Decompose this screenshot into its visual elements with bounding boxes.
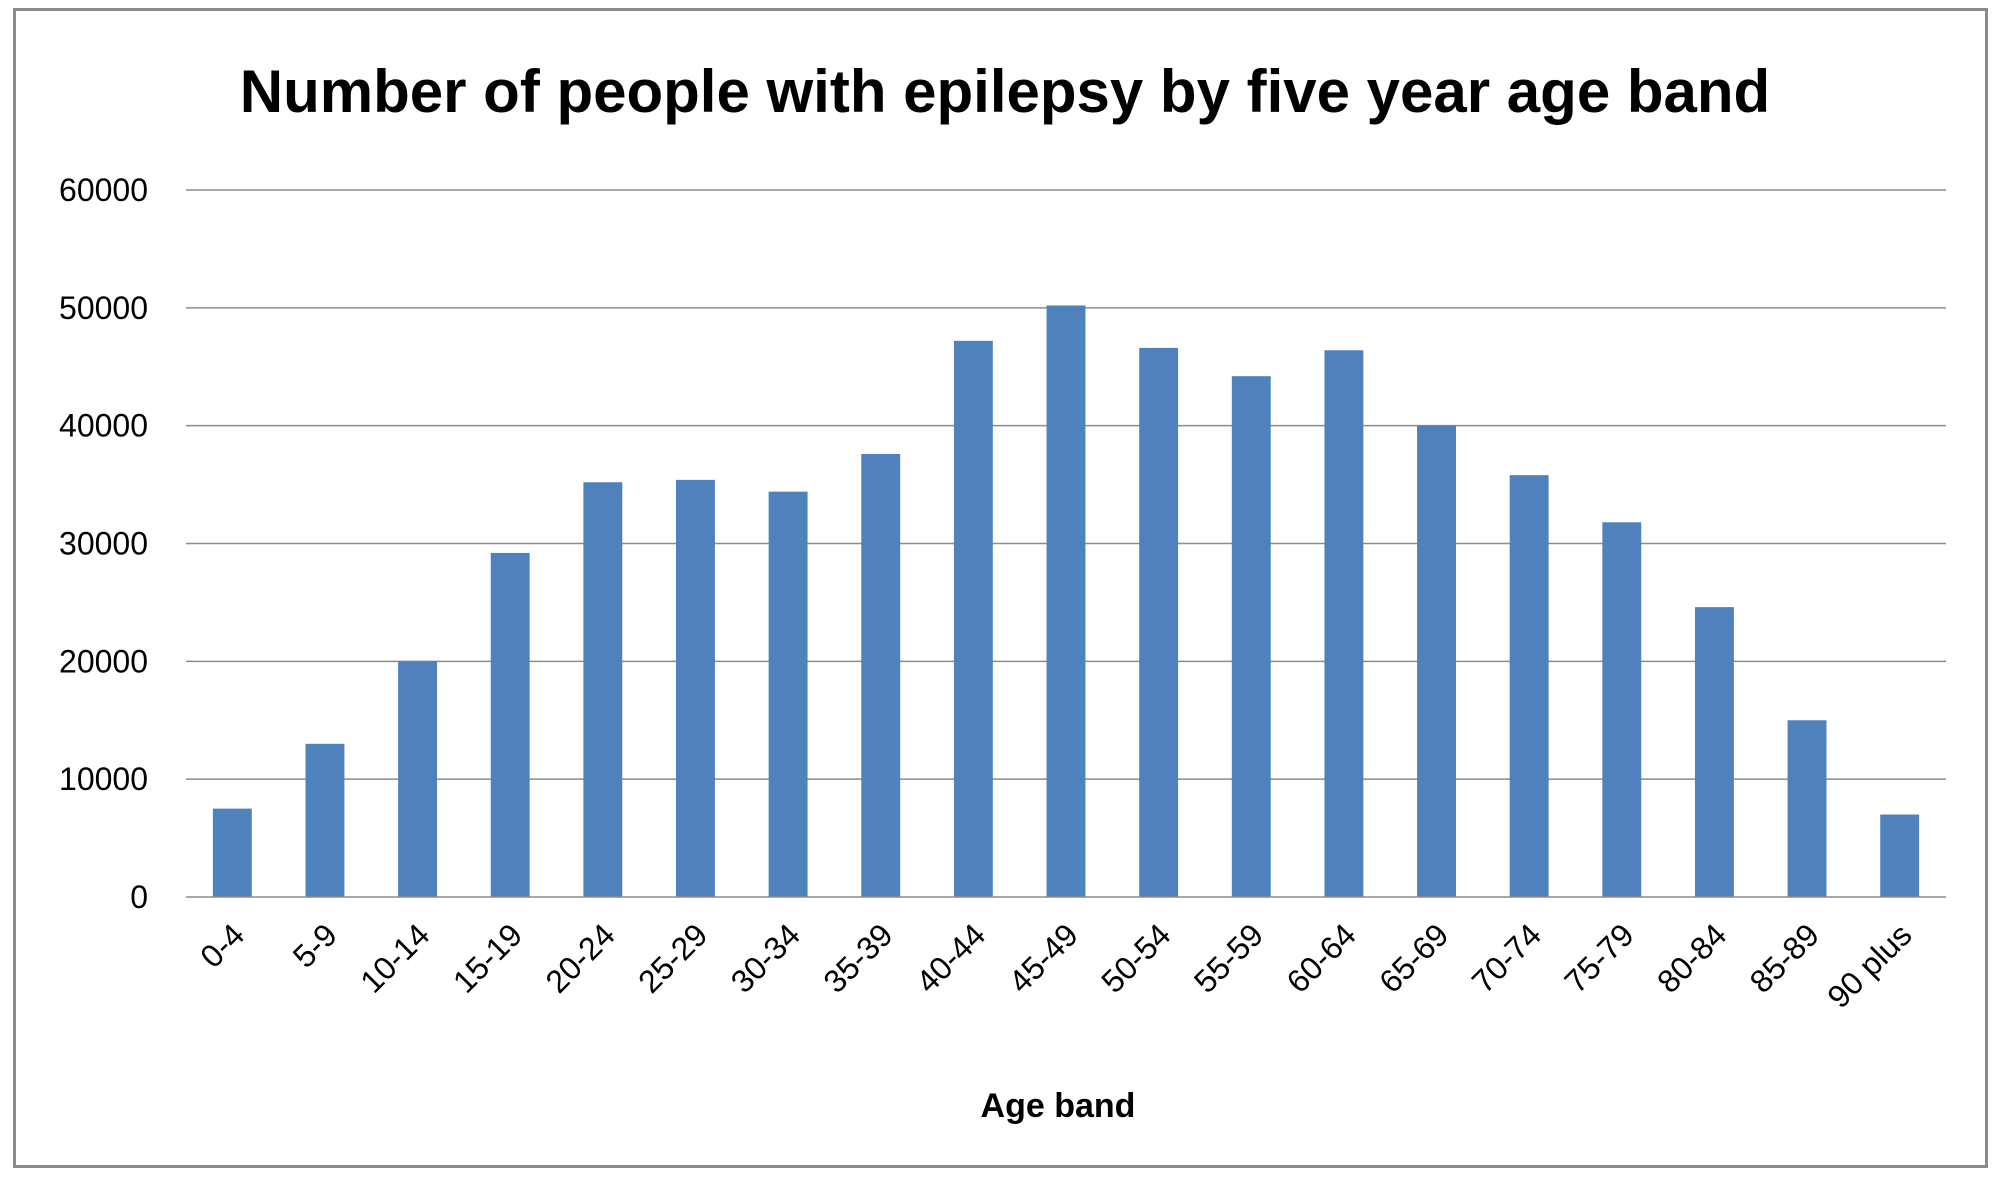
- bar-35-39: [861, 453, 901, 897]
- bar-10-14: [398, 661, 438, 897]
- x-tick-label: 90 plus: [1820, 916, 1918, 1014]
- x-tick-label: 65-69: [1372, 916, 1455, 999]
- x-tick-label: 70-74: [1465, 916, 1548, 999]
- x-tick-label: 35-39: [816, 916, 899, 999]
- x-tick-label: 10-14: [353, 916, 436, 999]
- bar-5-9: [305, 743, 345, 897]
- x-tick-label: 55-59: [1187, 916, 1270, 999]
- bar-75-79: [1602, 522, 1642, 897]
- bar-80-84: [1694, 607, 1734, 897]
- x-tick-label: 25-29: [631, 916, 714, 999]
- y-axis-ticks: 0 10000 20000 30000 40000 50000 60000: [59, 172, 148, 915]
- bar-0-4: [212, 808, 252, 897]
- bar-50-54: [1139, 347, 1179, 897]
- bar-65-69: [1417, 425, 1456, 897]
- bar-15-19: [490, 552, 530, 897]
- y-tick-label: 30000: [59, 526, 148, 562]
- bar-60-64: [1324, 350, 1364, 898]
- bar-20-24: [583, 482, 623, 897]
- bar-40-44: [953, 340, 993, 897]
- bar-30-34: [768, 491, 808, 897]
- bar-85-89: [1787, 720, 1827, 897]
- x-tick-label: 85-89: [1743, 916, 1826, 999]
- chart-title: Number of people with epilepsy by five y…: [240, 58, 1770, 125]
- y-tick-label: 50000: [59, 290, 148, 326]
- x-tick-label: 0-4: [193, 916, 251, 974]
- y-tick-label: 20000: [59, 643, 148, 679]
- x-tick-label: 40-44: [909, 916, 992, 999]
- y-tick-label: 0: [130, 879, 148, 915]
- y-tick-label: 60000: [59, 172, 148, 208]
- bar-25-29: [676, 479, 715, 897]
- x-axis-title: Age band: [981, 1087, 1136, 1125]
- bar-70-74: [1509, 475, 1549, 897]
- bars: [212, 305, 1920, 898]
- y-tick-label: 40000: [59, 408, 148, 444]
- bar-45-49: [1046, 305, 1086, 897]
- x-axis-ticks: 0-4 5-9 10-14 15-19 20-24 25-29 30-34 35-39 40-4…: [193, 916, 1919, 1014]
- chart-frame: [13, 8, 1988, 1168]
- x-tick-label: 15-19: [446, 916, 529, 999]
- bar-55-59: [1231, 376, 1271, 898]
- x-tick-label: 80-84: [1650, 916, 1733, 999]
- x-tick-label: 45-49: [1002, 916, 1085, 999]
- x-tick-label: 20-24: [538, 916, 621, 999]
- x-tick-label: 30-34: [724, 916, 807, 999]
- x-tick-label: 5-9: [286, 916, 344, 974]
- x-tick-label: 60-64: [1280, 916, 1363, 999]
- bar-90-plus: [1880, 814, 1920, 897]
- y-tick-label: 10000: [59, 761, 148, 797]
- x-tick-label: 50-54: [1094, 916, 1177, 999]
- x-tick-label: 75-79: [1557, 916, 1640, 999]
